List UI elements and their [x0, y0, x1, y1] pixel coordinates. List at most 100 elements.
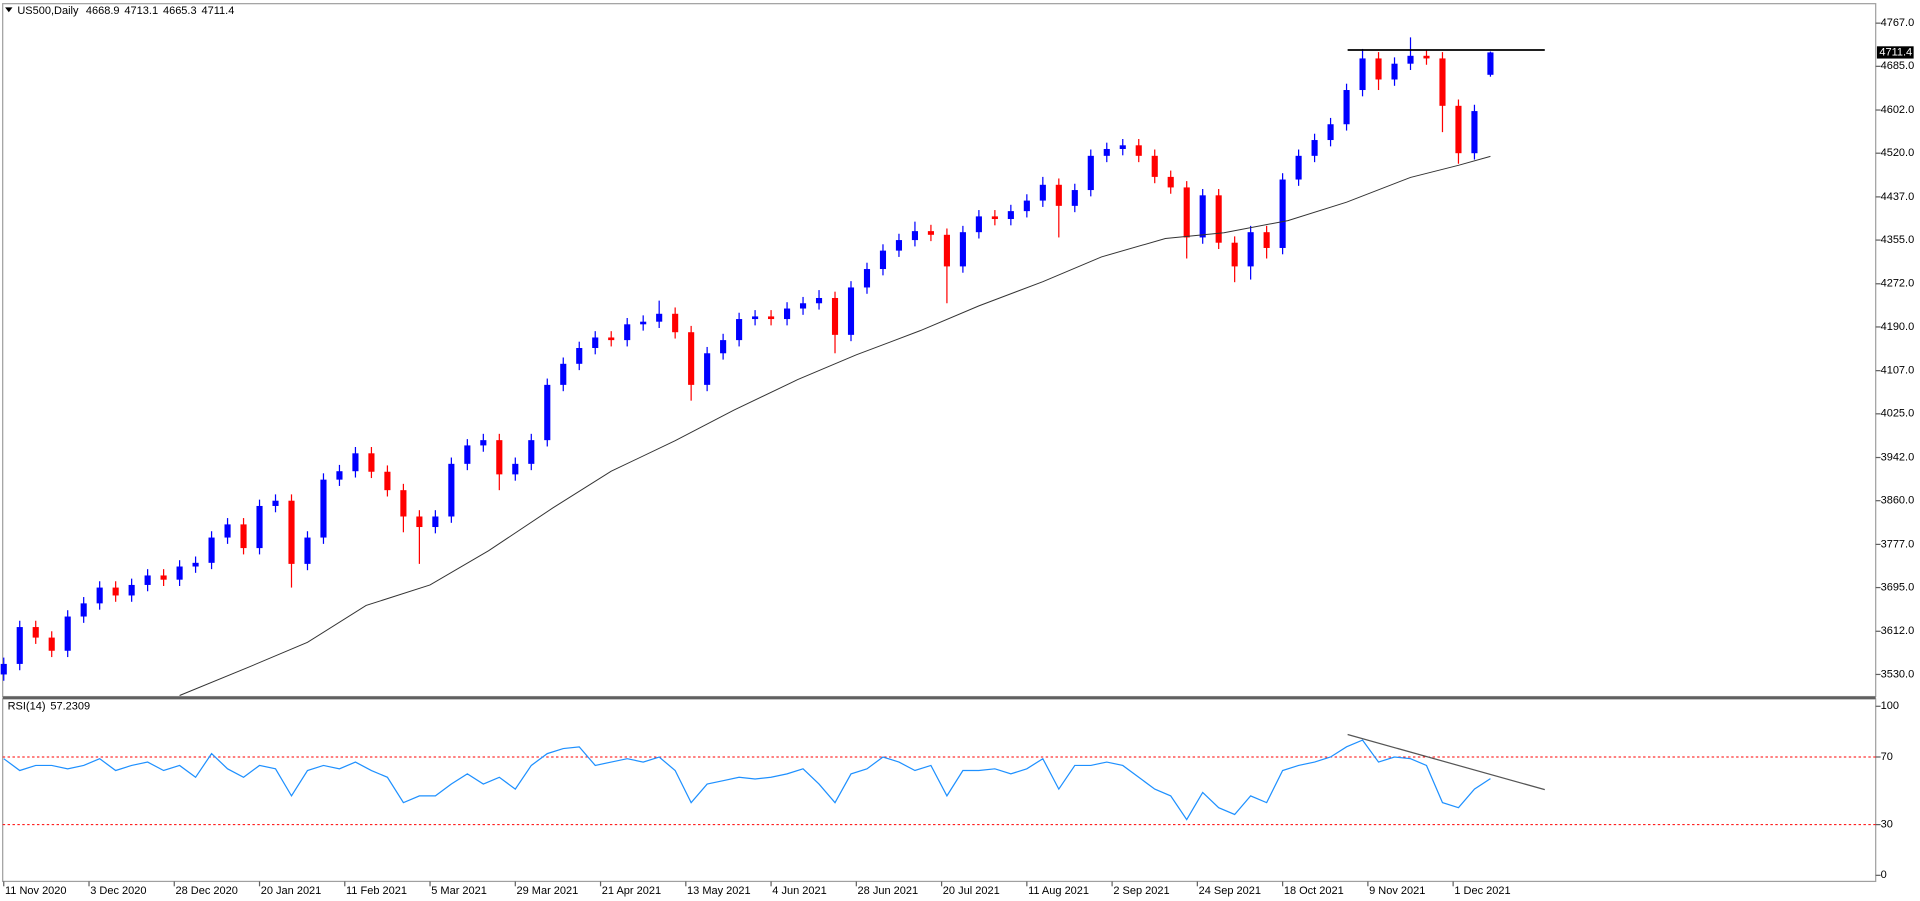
rsi-trendline	[1347, 733, 1545, 791]
rsi-line	[3, 739, 1491, 821]
candle-body	[1391, 63, 1398, 80]
candle-body	[160, 575, 167, 580]
x-tick-label: 3 Dec 2020	[90, 885, 146, 897]
candle-body	[1359, 58, 1366, 91]
candle-body	[1215, 195, 1222, 243]
y-tick-label: 3777.0	[1881, 538, 1915, 550]
y-tick-label: 3530.0	[1881, 668, 1915, 680]
y-tick-label: 4272.0	[1881, 278, 1915, 290]
candle-body	[1167, 176, 1174, 188]
candle-body	[1455, 105, 1462, 154]
candle-body	[304, 537, 311, 564]
y-tick-label: 4520.0	[1881, 147, 1915, 159]
x-tick-label: 1 Dec 2021	[1454, 885, 1510, 897]
x-tick-label: 28 Dec 2020	[175, 885, 237, 897]
candle-body	[240, 524, 247, 549]
candle-body	[16, 627, 23, 664]
x-tick-label: 24 Sep 2021	[1199, 885, 1261, 897]
candle-body	[448, 463, 455, 517]
candle-body	[1279, 179, 1286, 248]
y-tick-label: 4025.0	[1881, 408, 1915, 420]
candle-body	[1231, 242, 1238, 267]
ohlc-open: 4668.9	[86, 5, 120, 17]
candle-body	[576, 348, 583, 364]
x-tick-label: 11 Aug 2021	[1028, 885, 1089, 897]
candle-body	[336, 471, 343, 480]
x-tick-label: 4 Jun 2021	[772, 885, 826, 897]
candle-body	[1135, 145, 1142, 156]
x-tick-label: 18 Oct 2021	[1284, 885, 1344, 897]
menu-arrow[interactable]	[5, 7, 13, 13]
candle-body	[720, 340, 727, 354]
candle-body	[863, 269, 871, 288]
candle-body	[544, 384, 551, 441]
candle-body	[831, 297, 839, 335]
candle-body	[496, 440, 503, 475]
candle-body	[624, 324, 631, 341]
candle-body	[208, 537, 215, 563]
x-tick-label: 20 Jan 2021	[261, 885, 322, 897]
candle-body	[1423, 55, 1430, 59]
candle-body	[752, 316, 759, 320]
candle-body	[1407, 55, 1414, 64]
candle-body	[1039, 184, 1046, 201]
candle-body	[1263, 232, 1270, 248]
candle-body	[192, 562, 199, 567]
y-tick-label: 4602.0	[1881, 104, 1915, 116]
y-tick-label: 0	[1881, 869, 1887, 881]
x-tick-label: 29 Mar 2021	[517, 885, 579, 897]
candle-body	[560, 363, 567, 385]
candle-body	[1071, 190, 1078, 206]
x-tick-label: 20 Jul 2021	[943, 885, 1000, 897]
candle-body	[768, 316, 775, 320]
candle-body	[0, 663, 7, 675]
candle-body	[432, 516, 439, 528]
y-tick-label: 3942.0	[1881, 451, 1915, 463]
candle-body	[799, 303, 807, 309]
candle-body	[736, 319, 743, 341]
candle-body	[1375, 58, 1382, 80]
candle-body	[224, 524, 231, 538]
candle-body	[480, 440, 487, 446]
x-tick-label: 9 Nov 2021	[1369, 885, 1425, 897]
candle-body	[320, 479, 327, 538]
candle-body	[1295, 155, 1302, 180]
y-tick-label: 4107.0	[1881, 365, 1915, 377]
x-tick-label: 5 Mar 2021	[431, 885, 487, 897]
candle-body	[368, 453, 375, 472]
candle-body	[688, 332, 695, 385]
candle-body	[640, 321, 647, 325]
candle-body	[32, 627, 39, 638]
candle-body	[1183, 187, 1190, 238]
x-tick-label: 21 Apr 2021	[602, 885, 661, 897]
ohlc-close: 4711.4	[202, 5, 235, 17]
candle-body	[959, 232, 966, 267]
x-tick-label: 2 Sep 2021	[1113, 885, 1169, 897]
candle-body	[1151, 155, 1158, 177]
chart-header: US500,Daily 4668.9 4713.1 4665.3 4711.4	[17, 5, 234, 17]
y-tick-label: 4437.0	[1881, 191, 1915, 203]
moving-average	[179, 155, 1491, 696]
candle-body	[879, 250, 887, 270]
y-tick-label: 70	[1881, 751, 1893, 763]
candle-body	[176, 566, 183, 580]
y-tick-label: 4190.0	[1881, 321, 1915, 333]
candle-body	[1311, 140, 1318, 156]
rsi-header: RSI(14) 57.2309	[8, 700, 91, 712]
current-price-label: 4711.4	[1879, 46, 1912, 58]
ohlc-high: 4713.1	[124, 5, 158, 17]
symbol: US500,Daily	[17, 5, 79, 17]
candle-body	[352, 453, 359, 472]
candle-body	[704, 353, 711, 385]
candle-body	[400, 490, 407, 517]
candle-body	[943, 234, 950, 267]
candle-body	[815, 297, 823, 304]
candle-body	[416, 516, 423, 528]
candle-body	[384, 471, 391, 491]
candle-body	[1007, 211, 1014, 220]
candle-body	[783, 308, 791, 320]
candle-body	[1327, 124, 1334, 141]
ohlc-low: 4665.3	[163, 5, 197, 17]
candle-body	[1343, 90, 1350, 125]
